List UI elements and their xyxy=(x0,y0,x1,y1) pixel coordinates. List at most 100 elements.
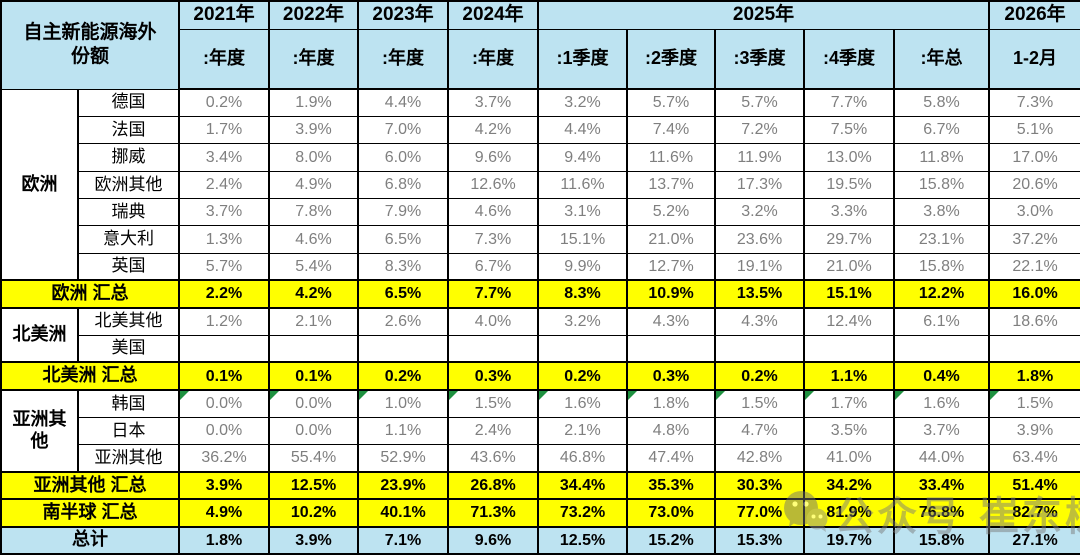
value-cell: 1.8% xyxy=(626,389,717,418)
value-cell: 3.5% xyxy=(803,416,896,445)
value-cell xyxy=(626,334,717,363)
table-row: 亚洲其 他韩国 0.0% 0.0% 1.0% 1.5% 1.6% 1.8% 1.5% 1.7% 1… xyxy=(0,389,1080,473)
table-row: 欧洲其他 2.4% 4.9% 6.8% 12.6% 11.6% 13.7% 17.3% 19.5… xyxy=(1,170,1080,199)
value-cell: 1.1% xyxy=(357,416,450,445)
value-cell: 2.1% xyxy=(537,416,629,445)
value-cell: 4.3% xyxy=(714,307,806,336)
value-cell: 40.1% xyxy=(357,498,450,528)
value-cell: 4.0% xyxy=(447,307,540,336)
value-cell: 10.9% xyxy=(626,279,717,309)
country-label-cell: 欧洲其他 xyxy=(76,170,181,199)
value-cell: 1.8% xyxy=(988,361,1080,391)
table-row: 北美洲 北美其他 1.2% 2.1% 2.6% 4.0% 3.2% 4.3% 4.3% 12.4%… xyxy=(0,307,1080,363)
value-cell: 1.1% xyxy=(803,361,896,391)
value-cell: 0.2% xyxy=(537,361,629,391)
value-cell: 3.7% xyxy=(447,88,540,117)
value-cell: 5.7% xyxy=(626,88,717,117)
value-cell: 73.0% xyxy=(626,498,717,528)
value-cell: 6.5% xyxy=(357,279,450,309)
period-header: :1季度 xyxy=(537,28,629,90)
value-cell: 0.0% xyxy=(268,389,360,418)
table-row: 欧洲 德国 0.2% 1.9% 4.4% 3.7% 3.2% 5.7% 5.7% 7.7% 5.8%… xyxy=(0,88,1080,281)
value-cell: 10.2% xyxy=(268,498,360,528)
value-cell: 3.1% xyxy=(537,197,629,227)
value-cell: 17.3% xyxy=(714,170,806,199)
value-cell: 4.4% xyxy=(357,88,450,117)
value-cell xyxy=(447,334,540,363)
table-row: 法国 1.7% 3.9% 7.0% 4.2% 4.4% 7.4% 7.2% 7.5% 6.7% 5.… xyxy=(1,115,1080,145)
value-cell: 7.3% xyxy=(447,225,540,254)
value-cell: 11.8% xyxy=(893,143,991,172)
cell-flag-triangle-icon xyxy=(181,390,190,400)
value-cell: 9.9% xyxy=(537,252,629,281)
value-cell: 0.2% xyxy=(178,88,271,117)
value-cell: 6.5% xyxy=(357,225,450,254)
value-cell: 1.7% xyxy=(803,389,896,418)
value-cell: 81.9% xyxy=(803,498,896,528)
value-cell: 7.7% xyxy=(803,88,896,117)
country-label-cell: 韩国 xyxy=(76,389,181,418)
value-cell: 3.9% xyxy=(268,115,360,145)
value-cell: 33.4% xyxy=(893,470,991,501)
value-cell: 1.2% xyxy=(178,307,271,336)
value-cell: 47.4% xyxy=(626,443,717,473)
period-header: :2季度 xyxy=(626,28,717,90)
value-cell: 0.4% xyxy=(893,361,991,391)
value-cell: 1.8% xyxy=(178,525,271,555)
value-cell: 9.6% xyxy=(447,525,540,555)
value-cell: 63.4% xyxy=(988,443,1080,473)
value-cell: 7.7% xyxy=(447,279,540,309)
value-cell: 1.5% xyxy=(714,389,806,418)
cell-flag-triangle-icon xyxy=(991,390,1000,400)
value-cell: 43.6% xyxy=(447,443,540,473)
cell-flag-triangle-icon xyxy=(896,390,905,400)
value-cell: 11.9% xyxy=(714,143,806,172)
value-cell: 4.3% xyxy=(626,307,717,336)
value-cell: 9.4% xyxy=(537,143,629,172)
period-header: :年度 xyxy=(268,28,360,90)
region-group-cell: 北美洲 xyxy=(0,307,79,363)
value-cell: 3.7% xyxy=(893,416,991,445)
value-cell: 6.8% xyxy=(357,170,450,199)
value-cell: 17.0% xyxy=(988,143,1080,172)
year-header: 2024年 xyxy=(447,0,540,30)
value-cell: 42.8% xyxy=(714,443,806,473)
value-cell: 15.8% xyxy=(893,525,991,555)
value-cell: 19.7% xyxy=(803,525,896,555)
value-cell: 11.6% xyxy=(537,170,629,199)
value-cell: 3.2% xyxy=(714,197,806,227)
year-header: 2026年 xyxy=(988,0,1080,30)
cell-flag-triangle-icon xyxy=(360,390,369,400)
value-cell: 7.8% xyxy=(268,197,360,227)
country-label-cell: 法国 xyxy=(76,115,181,145)
value-cell: 35.3% xyxy=(626,470,717,501)
value-cell: 77.0% xyxy=(714,498,806,528)
value-cell: 4.6% xyxy=(268,225,360,254)
table-row: 挪威 3.4% 8.0% 6.0% 9.6% 9.4% 11.6% 11.9% 13.0% 11.… xyxy=(1,143,1080,172)
value-cell: 4.9% xyxy=(268,170,360,199)
value-cell: 6.0% xyxy=(357,143,450,172)
value-cell: 2.6% xyxy=(357,307,450,336)
value-cell: 1.5% xyxy=(988,389,1080,418)
summary-label-cell: 欧洲 汇总 xyxy=(0,279,181,309)
value-cell: 1.5% xyxy=(447,389,540,418)
value-cell: 21.0% xyxy=(803,252,896,281)
cell-flag-triangle-icon xyxy=(717,390,726,400)
value-cell: 15.8% xyxy=(893,252,991,281)
period-header: 1-2月 xyxy=(988,28,1080,90)
value-cell: 0.0% xyxy=(178,389,271,418)
value-cell: 5.7% xyxy=(178,252,271,281)
country-label-cell: 北美其他 xyxy=(76,307,181,336)
value-cell: 1.6% xyxy=(893,389,991,418)
value-cell: 26.8% xyxy=(447,470,540,501)
country-label-cell: 挪威 xyxy=(76,143,181,172)
table-row: 总计 1.8% 3.9% 7.1% 9.6% 12.5% 15.2% 15.3% 19.7% 15… xyxy=(0,525,1080,555)
table-title-cell: 自主新能源海外 份额 xyxy=(0,0,181,90)
value-cell: 30.3% xyxy=(714,470,806,501)
value-cell: 36.2% xyxy=(178,443,271,473)
value-cell: 0.1% xyxy=(178,361,271,391)
value-cell: 13.7% xyxy=(626,170,717,199)
cell-flag-triangle-icon xyxy=(271,390,280,400)
value-cell: 5.1% xyxy=(988,115,1080,145)
value-cell: 0.0% xyxy=(268,416,360,445)
